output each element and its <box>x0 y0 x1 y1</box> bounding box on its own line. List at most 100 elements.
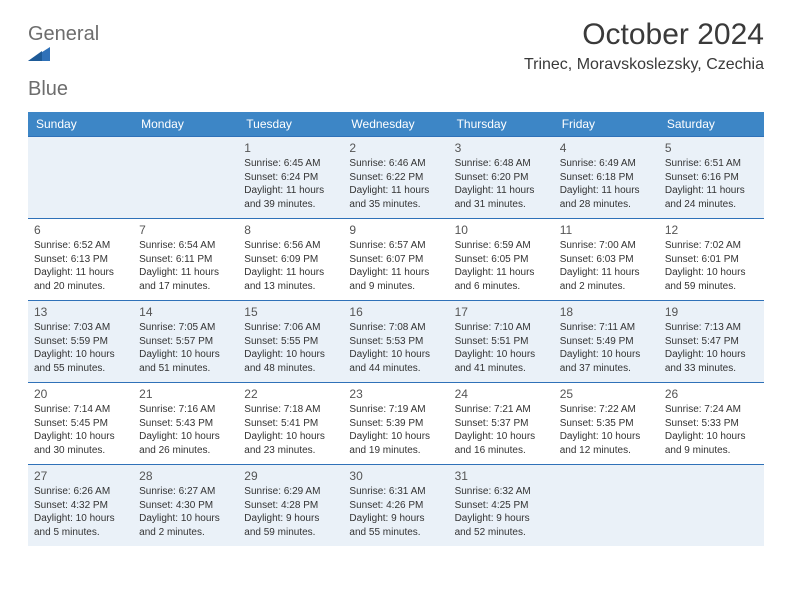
logo-word2: Blue <box>28 78 68 100</box>
sun-info: Sunrise: 6:59 AMSunset: 6:05 PMDaylight:… <box>455 239 548 293</box>
sun-info: Sunrise: 6:52 AMSunset: 6:13 PMDaylight:… <box>34 239 127 293</box>
calendar-cell: 29 Sunrise: 6:29 AMSunset: 4:28 PMDayligh… <box>238 464 343 546</box>
sun-info: Sunrise: 6:46 AMSunset: 6:22 PMDaylight:… <box>349 157 442 211</box>
calendar-cell: 17 Sunrise: 7:10 AMSunset: 5:51 PMDayligh… <box>449 300 554 382</box>
calendar-cell: 21 Sunrise: 7:16 AMSunset: 5:43 PMDayligh… <box>133 382 238 464</box>
sun-info: Sunrise: 7:06 AMSunset: 5:55 PMDaylight:… <box>244 321 337 375</box>
calendar-cell: 6 Sunrise: 6:52 AMSunset: 6:13 PMDaylight… <box>28 218 133 300</box>
day-number: 27 <box>34 469 127 483</box>
day-number: 18 <box>560 305 653 319</box>
sun-info: Sunrise: 7:14 AMSunset: 5:45 PMDaylight:… <box>34 403 127 457</box>
day-number: 23 <box>349 387 442 401</box>
calendar-cell: 16 Sunrise: 7:08 AMSunset: 5:53 PMDayligh… <box>343 300 448 382</box>
sun-info: Sunrise: 6:57 AMSunset: 6:07 PMDaylight:… <box>349 239 442 293</box>
day-number: 25 <box>560 387 653 401</box>
weekday-header: Saturday <box>659 112 764 136</box>
calendar-cell: 30Sunrise: 6:31 AMSunset: 4:26 PMDayligh… <box>343 464 448 546</box>
calendar-cell: 1 Sunrise: 6:45 AMSunset: 6:24 PMDaylight… <box>238 136 343 218</box>
calendar-cell: 31 Sunrise: 6:32 AMSunset: 4:25 PMDayligh… <box>449 464 554 546</box>
sun-info: Sunrise: 6:51 AMSunset: 6:16 PMDaylight:… <box>665 157 758 211</box>
calendar-cell: 22 Sunrise: 7:18 AMSunset: 5:41 PMDayligh… <box>238 382 343 464</box>
day-number: 30 <box>349 469 442 483</box>
month-title: October 2024 <box>524 18 764 52</box>
weekday-header: Friday <box>554 112 659 136</box>
calendar-cell: 28 Sunrise: 6:27 AMSunset: 4:30 PMDayligh… <box>133 464 238 546</box>
calendar-cell: 3 Sunrise: 6:48 AMSunset: 6:20 PMDaylight… <box>449 136 554 218</box>
calendar-cell: 2 Sunrise: 6:46 AMSunset: 6:22 PMDaylight… <box>343 136 448 218</box>
sun-info: Sunrise: 6:32 AMSunset: 4:25 PMDaylight:… <box>455 485 548 539</box>
sun-info: Sunrise: 6:54 AMSunset: 6:11 PMDaylight:… <box>139 239 232 293</box>
day-number: 16 <box>349 305 442 319</box>
day-number: 19 <box>665 305 758 319</box>
day-number: 6 <box>34 223 127 237</box>
day-number: 13 <box>34 305 127 319</box>
day-number: 11 <box>560 223 653 237</box>
day-number: 28 <box>139 469 232 483</box>
sun-info: Sunrise: 7:21 AMSunset: 5:37 PMDaylight:… <box>455 403 548 457</box>
sun-info: Sunrise: 7:11 AMSunset: 5:49 PMDaylight:… <box>560 321 653 375</box>
calendar-cell: 26Sunrise: 7:24 AMSunset: 5:33 PMDayligh… <box>659 382 764 464</box>
calendar-cell: 5Sunrise: 6:51 AMSunset: 6:16 PMDaylight… <box>659 136 764 218</box>
calendar-cell: 12 Sunrise: 7:02 AMSunset: 6:01 PMDayligh… <box>659 218 764 300</box>
sun-info: Sunrise: 7:10 AMSunset: 5:51 PMDaylight:… <box>455 321 548 375</box>
sun-info: Sunrise: 6:27 AMSunset: 4:30 PMDaylight:… <box>139 485 232 539</box>
day-number: 24 <box>455 387 548 401</box>
sun-info: Sunrise: 7:05 AMSunset: 5:57 PMDaylight:… <box>139 321 232 375</box>
calendar-cell: 18 Sunrise: 7:11 AMSunset: 5:49 PMDayligh… <box>554 300 659 382</box>
day-number: 3 <box>455 141 548 155</box>
day-number: 12 <box>665 223 758 237</box>
sun-info: Sunrise: 6:49 AMSunset: 6:18 PMDaylight:… <box>560 157 653 211</box>
calendar-cell: 7 Sunrise: 6:54 AMSunset: 6:11 PMDaylight… <box>133 218 238 300</box>
calendar-cell: 24 Sunrise: 7:21 AMSunset: 5:37 PMDayligh… <box>449 382 554 464</box>
logo: General Blue <box>28 24 101 100</box>
logo-triangle-icon <box>28 45 101 61</box>
weekday-header: Sunday <box>28 112 133 136</box>
calendar-cell: 9 Sunrise: 6:57 AMSunset: 6:07 PMDaylight… <box>343 218 448 300</box>
sun-info: Sunrise: 6:29 AMSunset: 4:28 PMDaylight:… <box>244 485 337 539</box>
calendar-cell: 11 Sunrise: 7:00 AMSunset: 6:03 PMDayligh… <box>554 218 659 300</box>
sun-info: Sunrise: 7:08 AMSunset: 5:53 PMDaylight:… <box>349 321 442 375</box>
weekday-header: Monday <box>133 112 238 136</box>
day-number: 2 <box>349 141 442 155</box>
calendar-cell: 23 Sunrise: 7:19 AMSunset: 5:39 PMDayligh… <box>343 382 448 464</box>
calendar-cell: 8 Sunrise: 6:56 AMSunset: 6:09 PMDaylight… <box>238 218 343 300</box>
sun-info: Sunrise: 6:48 AMSunset: 6:20 PMDaylight:… <box>455 157 548 211</box>
sun-info: Sunrise: 7:18 AMSunset: 5:41 PMDaylight:… <box>244 403 337 457</box>
calendar-cell: 15 Sunrise: 7:06 AMSunset: 5:55 PMDayligh… <box>238 300 343 382</box>
day-number: 1 <box>244 141 337 155</box>
location: Trinec, Moravskoslezsky, Czechia <box>524 56 764 74</box>
calendar-cell <box>133 136 238 218</box>
day-number: 22 <box>244 387 337 401</box>
sun-info: Sunrise: 7:22 AMSunset: 5:35 PMDaylight:… <box>560 403 653 457</box>
day-number: 4 <box>560 141 653 155</box>
sun-info: Sunrise: 6:56 AMSunset: 6:09 PMDaylight:… <box>244 239 337 293</box>
calendar-cell <box>554 464 659 546</box>
calendar-cell: 4 Sunrise: 6:49 AMSunset: 6:18 PMDaylight… <box>554 136 659 218</box>
day-number: 10 <box>455 223 548 237</box>
calendar-cell: 25 Sunrise: 7:22 AMSunset: 5:35 PMDayligh… <box>554 382 659 464</box>
calendar-cell: 20 Sunrise: 7:14 AMSunset: 5:45 PMDayligh… <box>28 382 133 464</box>
day-number: 26 <box>665 387 758 401</box>
calendar-cell: 19 Sunrise: 7:13 AMSunset: 5:47 PMDayligh… <box>659 300 764 382</box>
sun-info: Sunrise: 6:26 AMSunset: 4:32 PMDaylight:… <box>34 485 127 539</box>
day-number: 17 <box>455 305 548 319</box>
day-number: 31 <box>455 469 548 483</box>
day-number: 20 <box>34 387 127 401</box>
calendar-cell <box>28 136 133 218</box>
weekday-header: Wednesday <box>343 112 448 136</box>
day-number: 29 <box>244 469 337 483</box>
logo-word1: General <box>28 23 99 45</box>
sun-info: Sunrise: 7:16 AMSunset: 5:43 PMDaylight:… <box>139 403 232 457</box>
day-number: 7 <box>139 223 232 237</box>
day-number: 21 <box>139 387 232 401</box>
day-number: 15 <box>244 305 337 319</box>
sun-info: Sunrise: 6:45 AMSunset: 6:24 PMDaylight:… <box>244 157 337 211</box>
sun-info: Sunrise: 7:19 AMSunset: 5:39 PMDaylight:… <box>349 403 442 457</box>
day-number: 14 <box>139 305 232 319</box>
calendar-cell: 10 Sunrise: 6:59 AMSunset: 6:05 PMDayligh… <box>449 218 554 300</box>
day-number: 8 <box>244 223 337 237</box>
sun-info: Sunrise: 7:00 AMSunset: 6:03 PMDaylight:… <box>560 239 653 293</box>
sun-info: Sunrise: 7:02 AMSunset: 6:01 PMDaylight:… <box>665 239 758 293</box>
day-number: 9 <box>349 223 442 237</box>
sun-info: Sunrise: 7:13 AMSunset: 5:47 PMDaylight:… <box>665 321 758 375</box>
